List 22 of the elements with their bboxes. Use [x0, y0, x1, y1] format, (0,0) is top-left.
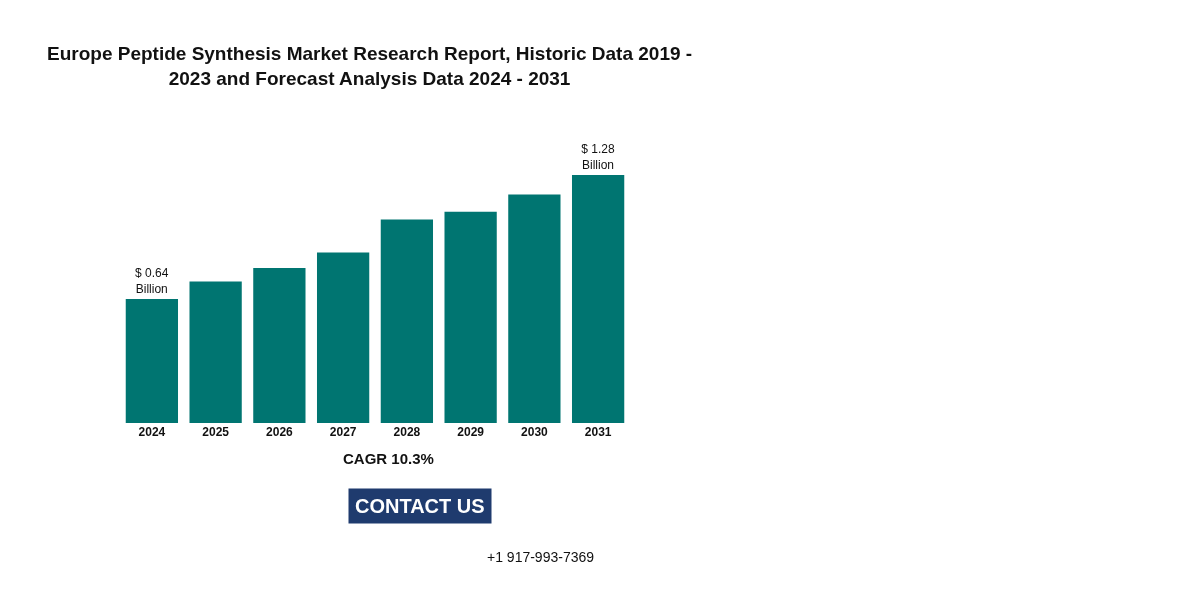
bar — [253, 268, 306, 423]
bar — [125, 299, 179, 423]
bar — [571, 175, 625, 423]
text: CAGR 10.3% — [343, 450, 434, 467]
x-tick-label: 2027 — [329, 425, 357, 439]
bar — [189, 281, 242, 423]
x-tick-label: 2031 — [584, 425, 612, 439]
x-tick-label: 2026 — [266, 425, 294, 439]
chart-title: Europe Peptide Synthesis Market Research Report, Historic Data 2019 - 2023 and Forecast Analysis Data 2024 - 2031 — [47, 43, 693, 89]
text: CONTACT US — [355, 495, 485, 517]
text: +1 917-993-7369 — [487, 549, 595, 565]
bar — [444, 211, 497, 423]
x-tick-label: 2029 — [457, 425, 485, 439]
x-tick-label: 2025 — [202, 425, 230, 439]
x-tick-label: 2030 — [521, 425, 549, 439]
x-tick-label: 2028 — [393, 425, 421, 439]
data-label: $ 1.28 Billion — [581, 142, 615, 173]
x-tick-label: 2024 — [138, 425, 166, 439]
bar — [316, 252, 370, 423]
bar — [380, 219, 434, 423]
data-label: $ 0.64 Billion — [135, 266, 169, 297]
bar — [508, 194, 561, 423]
